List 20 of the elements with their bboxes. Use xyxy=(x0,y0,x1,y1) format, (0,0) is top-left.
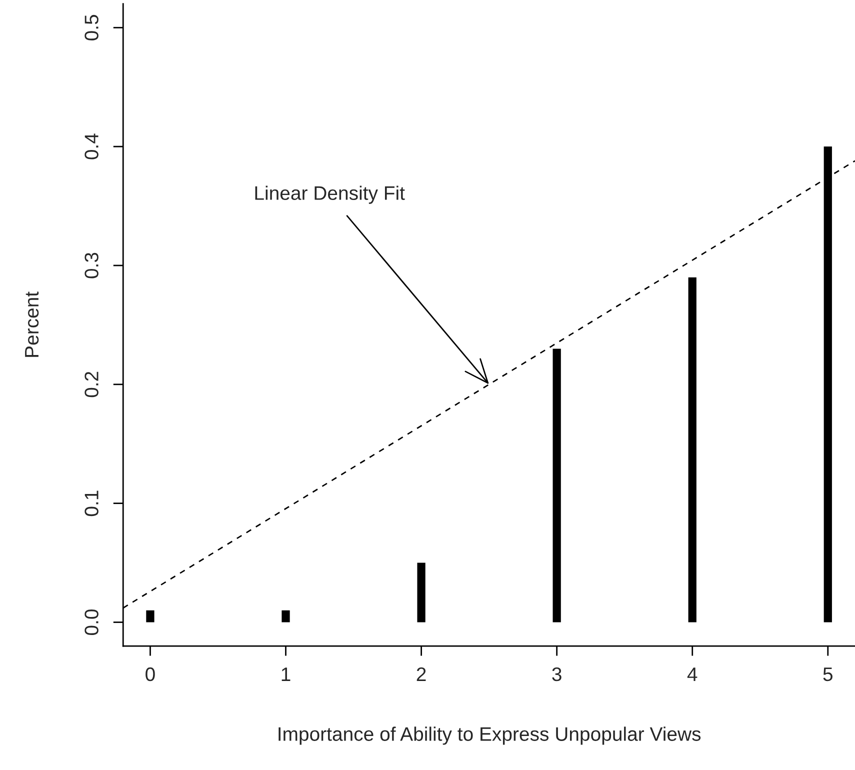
x-tick-label: 5 xyxy=(823,668,832,682)
bar xyxy=(417,562,426,622)
y-tick-label: 0.4 xyxy=(84,134,98,160)
x-tick-label: 4 xyxy=(687,668,698,681)
y-tick-label: 0.5 xyxy=(84,14,98,40)
y-tick-label: 0.2 xyxy=(84,372,98,398)
bar xyxy=(282,610,290,622)
y-tick-label: 0.0 xyxy=(84,609,98,635)
x-tick-label: 2 xyxy=(416,667,426,681)
x-tick-label: 0 xyxy=(146,667,155,682)
bar xyxy=(552,348,561,622)
x-tick-label: 3 xyxy=(552,667,562,682)
x-tick-label: 1 xyxy=(282,668,290,681)
bar xyxy=(146,610,154,622)
annotation: Linear Density Fit xyxy=(255,186,405,204)
x-axis-title: Importance of Ability to Express Unpopular Views xyxy=(278,726,701,745)
bar xyxy=(688,277,696,622)
y-tick-label: 0.1 xyxy=(84,490,98,516)
y-tick-label: 0.3 xyxy=(84,252,98,278)
y-axis-title: Percent xyxy=(25,292,39,357)
